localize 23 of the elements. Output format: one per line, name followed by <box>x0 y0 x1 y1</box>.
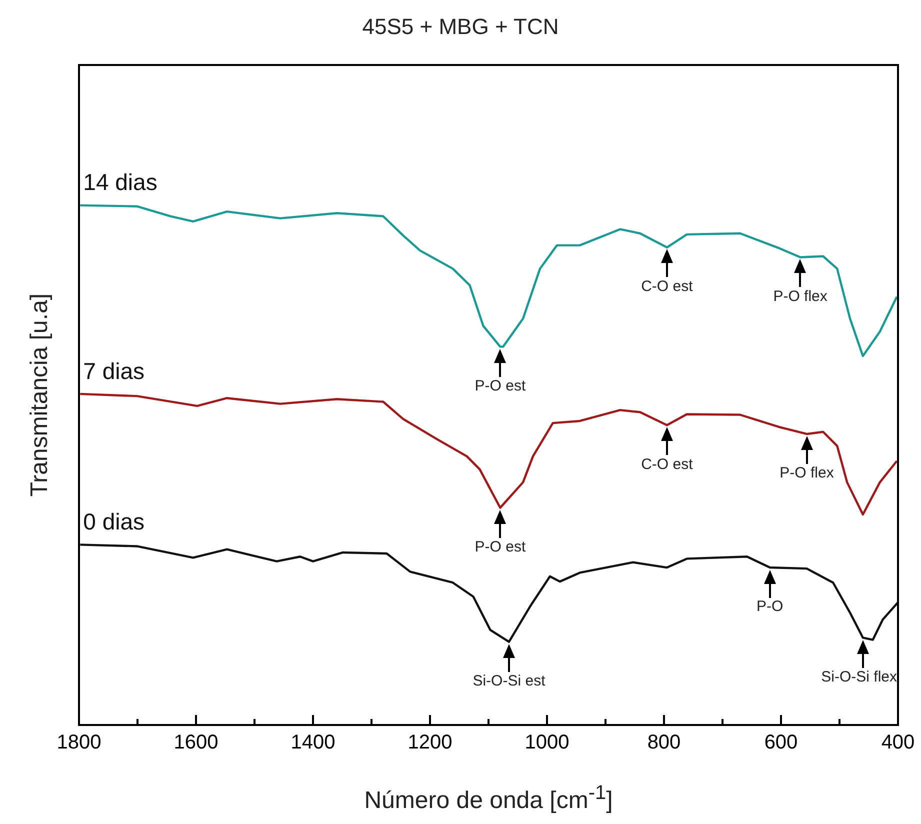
annotation: C-O est <box>641 278 694 296</box>
x-tick-label: 800 <box>647 732 681 754</box>
annotation: P-O est <box>474 538 526 556</box>
x-axis-title: Número de onda [cm$^{-1}$] <box>363 782 614 815</box>
series-label: 0 dias <box>83 508 145 535</box>
chart-title: 45S5 + MBG + TCN <box>361 14 560 40</box>
x-tick-label: 600 <box>764 732 798 754</box>
annotation: P-O flex <box>780 464 834 482</box>
x-tick-label: 1800 <box>56 732 102 754</box>
annotation: C-O est <box>641 456 694 473</box>
y-axis-title: Transmitancia [u.a] <box>26 293 54 497</box>
annotation: P-O est <box>474 377 526 394</box>
x-tick-label: 1600 <box>174 732 218 754</box>
x-tick-label: 1400 <box>290 732 336 754</box>
x-tick-label: 400 <box>881 732 915 754</box>
series-label: 7 dias <box>83 358 145 384</box>
series-label: 14 dias <box>83 169 158 196</box>
annotation: Si-O-Si flex <box>821 668 898 686</box>
x-tick-label: 1200 <box>408 732 452 754</box>
annotation: P-O <box>756 598 784 616</box>
x-tick-label: 1000 <box>524 732 570 754</box>
annotation: P-O flex <box>773 288 828 305</box>
annotation: Si-O-Si est <box>472 672 546 690</box>
